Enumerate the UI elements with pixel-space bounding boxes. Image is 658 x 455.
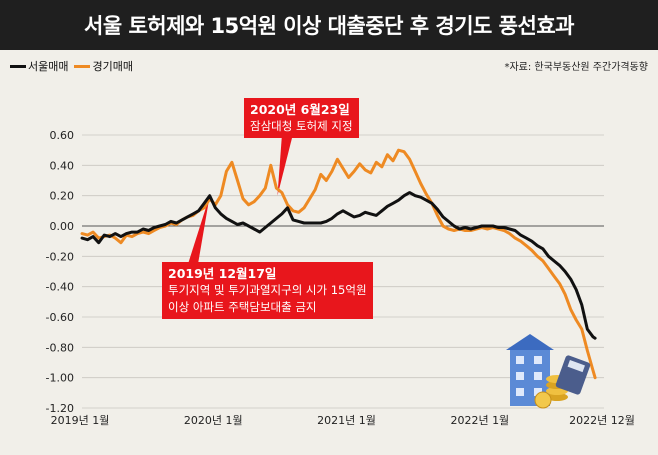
series-line-seoul: [80, 191, 597, 340]
annotation-2019-line2: 이상 아파트 주택담보대출 금지: [168, 300, 317, 314]
y-tick-label: -1.20: [46, 402, 74, 415]
annotation-2020-text: 잠삼대청 토허제 지정: [250, 119, 353, 133]
legend-item-gyeonggi: 경기매매: [74, 58, 133, 74]
y-tick-label: 0.60: [50, 129, 75, 142]
y-tick-label: 0.40: [50, 159, 75, 172]
x-tick-label: 2020년 1월: [184, 414, 243, 427]
legend-label-seoul: 서울매매: [28, 60, 69, 73]
y-tick-label: -0.60: [46, 311, 74, 324]
annotation-2020-title: 2020년 6월23일: [250, 102, 350, 117]
y-tick-label: -0.80: [46, 341, 74, 354]
y-tick-labels: 0.60 0.40 0.20 0.00 -0.20 -0.40 -0.60 -0.80 -1.0…: [46, 129, 74, 415]
annotation-2019-loan-ban: 2019년 12월17일 투기지역 및 투기과열지구의 시가 15억원 이상 아…: [162, 262, 373, 319]
x-tick-label: 2022년 12월: [569, 414, 635, 427]
annotation-2020-land-permit: 2020년 6월23일 잠삼대청 토허제 지정: [244, 98, 359, 138]
y-tick-label: 0.20: [50, 190, 75, 203]
annotation-2019-title: 2019년 12월17일: [168, 266, 277, 281]
chart-title: 서울 토허제와 15억원 이상 대출중단 후 경기도 풍선효과: [0, 0, 658, 50]
x-tick-label: 2019년 1월: [51, 414, 110, 427]
annotation-2020-pointer: [277, 134, 293, 196]
annotation-2019-line1: 투기지역 및 투기과열지구의 시가 15억원: [168, 283, 367, 297]
annotation-2019-pointer: [188, 195, 210, 264]
y-tick-label: -1.00: [46, 372, 74, 385]
legend-label-gyeonggi: 경기매매: [92, 60, 133, 73]
y-tick-label: -0.40: [46, 281, 74, 294]
house-coins-calculator-illustration: [506, 334, 591, 409]
series-lines: [80, 148, 597, 380]
annotation-leaders: [188, 134, 293, 264]
legend-swatch-seoul: [10, 64, 26, 68]
calculator-icon: [555, 355, 591, 395]
source-note: *자료: 한국부동산원 주간가격동향: [504, 62, 648, 73]
legend: 서울매매 경기매매: [10, 58, 139, 74]
x-tick-label: 2021년 1월: [317, 414, 376, 427]
x-tick-label: 2022년 1월: [450, 414, 509, 427]
y-tick-label: -0.20: [46, 250, 74, 263]
legend-swatch-gyeonggi: [74, 64, 91, 68]
x-tick-labels: 2019년 1월 2020년 1월 2021년 1월 2022년 1월 2022년 12…: [51, 414, 635, 427]
legend-item-seoul: 서울매매: [10, 58, 68, 74]
building-roof-icon: [506, 334, 554, 350]
y-tick-label: 0.00: [50, 220, 75, 233]
